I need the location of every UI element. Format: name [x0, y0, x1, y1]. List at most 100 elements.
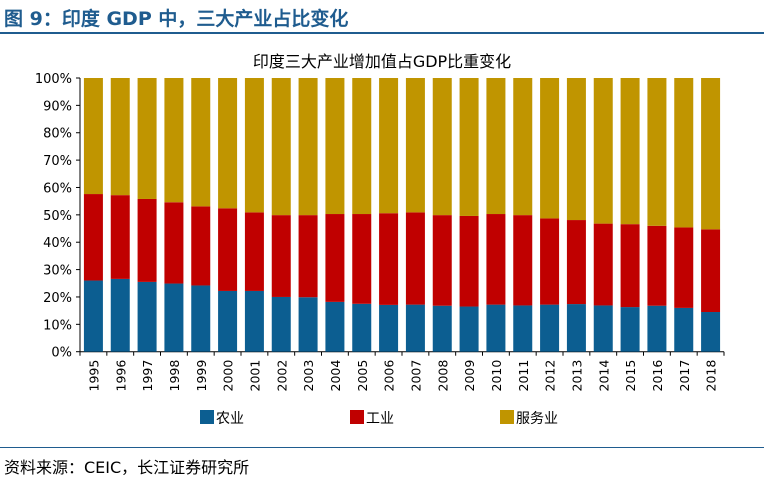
bar-segment-2006 — [379, 213, 399, 305]
source-note: 资料来源：CEIC，长江证券研究所 — [4, 458, 250, 477]
x-tick-label: 2004 — [328, 360, 343, 392]
bar-segment-1996 — [110, 78, 130, 196]
y-tick-label: 0% — [51, 346, 72, 361]
x-tick-label: 2002 — [274, 360, 289, 392]
y-tick-label: 60% — [43, 181, 72, 196]
x-tick-label: 1995 — [86, 360, 101, 392]
bar-segment-2013 — [566, 220, 586, 305]
bar-segment-2002 — [271, 296, 291, 352]
bar-segment-2009 — [459, 306, 479, 352]
bar-segment-2004 — [325, 301, 345, 352]
bar-segment-2003 — [298, 215, 318, 298]
legend-label: 服务业 — [516, 411, 558, 427]
source-divider — [0, 447, 764, 448]
bar-segment-1999 — [191, 206, 211, 286]
x-tick-label: 2006 — [382, 360, 397, 392]
bar-segment-2007 — [405, 212, 425, 305]
bar-segment-2016 — [647, 225, 667, 306]
bar-segment-1996 — [110, 195, 130, 279]
y-tick-label: 40% — [43, 236, 72, 251]
x-tick-label: 2017 — [677, 360, 692, 392]
y-tick-label: 10% — [43, 318, 72, 333]
bar-segment-2004 — [325, 78, 345, 215]
bar-segment-2003 — [298, 78, 318, 216]
x-tick-label: 2001 — [247, 360, 262, 392]
x-tick-label: 2000 — [221, 360, 236, 392]
x-tick-label: 2013 — [569, 360, 584, 392]
bar-segment-2010 — [486, 304, 506, 352]
bar-segment-2014 — [593, 305, 613, 352]
x-tick-label: 2010 — [489, 360, 504, 392]
bar-segment-2012 — [540, 78, 560, 219]
bar-segment-2014 — [593, 223, 613, 306]
legend-swatch-工业 — [350, 410, 364, 424]
header-divider — [0, 32, 764, 34]
bar-segment-2000 — [218, 78, 238, 209]
bar-segment-2004 — [325, 214, 345, 302]
x-tick-label: 1999 — [194, 360, 209, 392]
bar-segment-2002 — [271, 78, 291, 216]
x-tick-label: 2015 — [623, 360, 638, 392]
bar-segment-1995 — [83, 280, 103, 352]
bar-segment-1996 — [110, 278, 130, 352]
bar-segment-2015 — [620, 78, 640, 225]
bar-segment-1995 — [83, 78, 103, 195]
bar-segment-2016 — [647, 305, 667, 352]
x-tick-label: 2007 — [408, 360, 423, 392]
bar-segment-1999 — [191, 285, 211, 352]
legend-swatch-服务业 — [500, 410, 514, 424]
bar-segment-2007 — [405, 78, 425, 213]
bar-segment-2013 — [566, 304, 586, 352]
bar-segment-2001 — [244, 290, 264, 352]
bar-segment-2008 — [432, 215, 452, 306]
bar-segment-2015 — [620, 224, 640, 308]
bar-segment-2013 — [566, 78, 586, 221]
x-tick-label: 2005 — [355, 360, 370, 392]
x-tick-label: 2008 — [435, 360, 450, 392]
bar-segment-2001 — [244, 212, 264, 291]
bar-segment-1997 — [137, 198, 157, 282]
x-tick-label: 1998 — [167, 360, 182, 392]
bar-segment-1998 — [164, 202, 184, 284]
y-tick-label: 80% — [43, 127, 72, 142]
bar-segment-2000 — [218, 290, 238, 352]
legend-label: 农业 — [216, 411, 244, 427]
bar-segment-2008 — [432, 305, 452, 352]
bar-segment-2010 — [486, 78, 506, 215]
y-tick-label: 20% — [43, 291, 72, 306]
x-tick-label: 2011 — [516, 360, 531, 392]
bar-segment-2017 — [674, 227, 694, 308]
chart-title: 印度三大产业增加值占GDP比重变化 — [253, 52, 511, 71]
bar-segment-2009 — [459, 215, 479, 307]
bar-segment-2005 — [352, 78, 372, 215]
x-tick-label: 2009 — [462, 360, 477, 392]
bar-segment-1999 — [191, 78, 211, 207]
bar-segment-2015 — [620, 307, 640, 352]
bar-segment-2005 — [352, 303, 372, 352]
bar-segment-1995 — [83, 194, 103, 281]
bar-segment-2001 — [244, 78, 264, 213]
bar-segment-2012 — [540, 304, 560, 352]
x-tick-label: 2016 — [650, 360, 665, 392]
bar-segment-2005 — [352, 214, 372, 304]
bar-segment-2018 — [701, 229, 721, 313]
bar-segment-2017 — [674, 307, 694, 352]
bar-segment-2014 — [593, 78, 613, 224]
legend-swatch-农业 — [200, 410, 214, 424]
bar-segment-2008 — [432, 78, 452, 216]
bar-segment-2010 — [486, 214, 506, 305]
bar-segment-2006 — [379, 304, 399, 352]
x-tick-label: 2012 — [543, 360, 558, 392]
bar-segment-2018 — [701, 312, 721, 352]
bar-segment-2000 — [218, 208, 238, 291]
bar-segment-2016 — [647, 78, 667, 226]
bar-segment-1998 — [164, 78, 184, 203]
x-tick-label: 1997 — [140, 360, 155, 392]
bar-segment-2011 — [513, 305, 533, 352]
bar-segment-2007 — [405, 304, 425, 352]
bar-segment-2012 — [540, 218, 560, 305]
y-tick-label: 90% — [43, 99, 72, 114]
x-tick-label: 2014 — [596, 360, 611, 392]
bar-segment-2018 — [701, 78, 721, 230]
